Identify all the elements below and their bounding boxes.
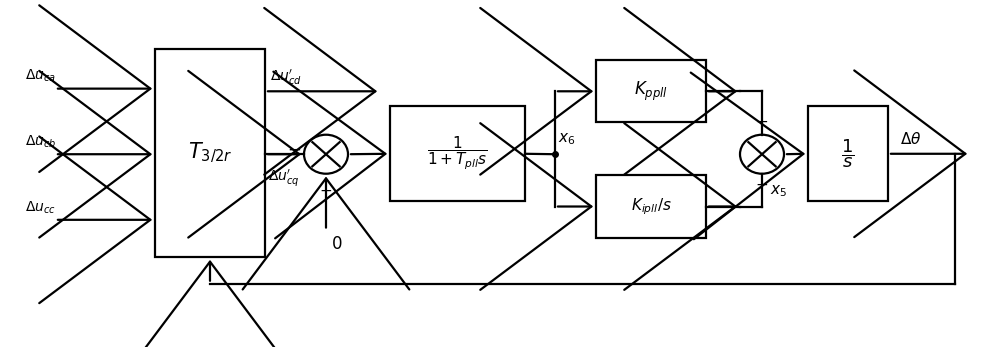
- Bar: [155, 49, 265, 257]
- Text: $\dfrac{1}{1+T_{pll}s}$: $\dfrac{1}{1+T_{pll}s}$: [427, 135, 488, 172]
- Text: $\Delta u_{cd}^{\prime}$: $\Delta u_{cd}^{\prime}$: [270, 68, 302, 87]
- Text: $+$: $+$: [319, 184, 333, 200]
- Text: $0$: $0$: [331, 235, 342, 253]
- Text: $\Delta u_{ca}$: $\Delta u_{ca}$: [25, 68, 56, 84]
- Text: $x_5$: $x_5$: [770, 184, 787, 200]
- Text: $K_{ppll}$: $K_{ppll}$: [634, 80, 668, 103]
- Text: $\Delta u_{cq}^{\prime}$: $\Delta u_{cq}^{\prime}$: [268, 168, 299, 189]
- Text: $-$: $-$: [287, 140, 301, 158]
- Text: $\dfrac{1}{s}$: $\dfrac{1}{s}$: [841, 137, 855, 170]
- Text: $+$: $+$: [755, 178, 769, 193]
- Bar: [808, 107, 888, 201]
- Text: $+$: $+$: [755, 115, 769, 130]
- Text: $\Delta u_{cb}$: $\Delta u_{cb}$: [25, 134, 56, 150]
- Text: $K_{ipll}/s$: $K_{ipll}/s$: [631, 196, 671, 217]
- Bar: [596, 176, 706, 238]
- Text: $x_6$: $x_6$: [558, 132, 576, 147]
- Text: $T_{3/2r}$: $T_{3/2r}$: [188, 141, 232, 165]
- Bar: [390, 107, 525, 201]
- Text: $\Delta u_{cc}$: $\Delta u_{cc}$: [25, 199, 56, 215]
- Text: $\Delta\theta$: $\Delta\theta$: [900, 131, 921, 147]
- Bar: [596, 60, 706, 122]
